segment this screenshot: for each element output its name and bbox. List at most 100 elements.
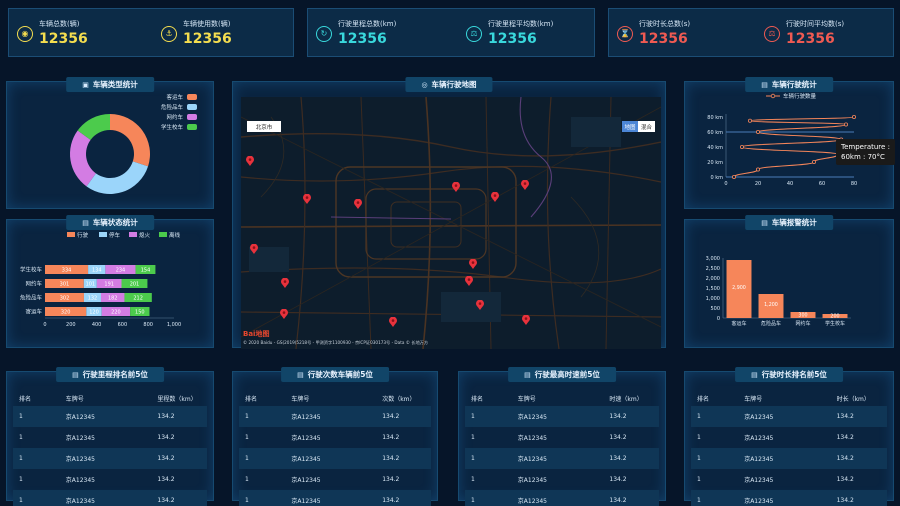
- alarm-bar[interactable]: [758, 294, 784, 318]
- bar-value-label: 200: [830, 314, 839, 320]
- vehicle-status-panel: ▤ 车辆状态统计 行驶 停车 熄火 离线 寄运车 320 120 220 150 危险品车 302…: [6, 215, 214, 348]
- x-tick-label: 20: [755, 181, 761, 187]
- table-row[interactable]: 1 京A12345 134.2: [239, 469, 431, 490]
- trips-data-point[interactable]: [748, 118, 753, 123]
- table-row[interactable]: 1 京A12345 134.2: [13, 427, 207, 448]
- table-row[interactable]: 1 京A12345 134.2: [13, 406, 207, 427]
- table-row[interactable]: 1 京A12345 134.2: [465, 490, 659, 506]
- vehicle-marker[interactable]: [521, 175, 529, 190]
- legend-swatch[interactable]: [129, 232, 137, 237]
- vehicle-marker[interactable]: [522, 310, 530, 325]
- table-row[interactable]: 1 京A12345 134.2: [239, 448, 431, 469]
- trips-chart: 车辆行驶数量 0 km 20 km 40 km 60 km 80 km 0 20 40 60 80: [707, 92, 857, 187]
- trips-title: 车辆行驶统计: [771, 80, 817, 89]
- trips-data-point[interactable]: [756, 130, 761, 135]
- table-row[interactable]: 1 京A12345 134.2: [239, 427, 431, 448]
- map-panel: ◎ 车辆行驶地图: [232, 77, 666, 349]
- trips-data-point[interactable]: [843, 122, 848, 127]
- status-bar-segment[interactable]: [88, 265, 106, 274]
- stats-group-duration: ⌛ 行驶时长总数(s) 12356 ⚖ 行驶时间平均数(s) 12356: [608, 8, 894, 57]
- status-bar-segment[interactable]: [83, 293, 101, 302]
- legend-swatch[interactable]: [187, 114, 197, 120]
- city-label[interactable]: 北京市: [247, 121, 281, 132]
- header-cell: 排名: [697, 395, 710, 403]
- trips-data-point[interactable]: [756, 167, 761, 172]
- map-canvas[interactable]: 北京市 地图 混合 Bai地图 © 2020 Baidu - GS(2019)5…: [241, 97, 661, 349]
- stat-label: 车辆总数(辆): [39, 20, 80, 28]
- table-row[interactable]: 1 京A12345 134.2: [465, 406, 659, 427]
- legend-swatch[interactable]: [187, 124, 197, 130]
- donut-slice-4[interactable]: [77, 114, 110, 140]
- status-bar-segment[interactable]: [121, 279, 148, 288]
- status-bar-segment[interactable]: [105, 265, 136, 274]
- table-cell: 1: [697, 434, 701, 441]
- donut-slice-2[interactable]: [86, 161, 149, 194]
- status-bar-segment[interactable]: [100, 293, 125, 302]
- table-row[interactable]: 1 京A12345 134.2: [691, 490, 887, 506]
- legend-swatch[interactable]: [159, 232, 167, 237]
- trips-data-point[interactable]: [851, 115, 856, 120]
- tooltip-value: 60km : 70°C: [841, 153, 885, 161]
- alarm-bar[interactable]: [790, 312, 816, 318]
- vehicle-marker[interactable]: [491, 187, 499, 202]
- donut-slice-3[interactable]: [70, 130, 96, 187]
- status-bar-segment[interactable]: [45, 293, 84, 302]
- trips-data-point[interactable]: [732, 175, 737, 180]
- legend-swatch[interactable]: [187, 94, 197, 100]
- vehicle-marker[interactable]: [476, 295, 484, 310]
- table-row[interactable]: 1 京A12345 134.2: [465, 448, 659, 469]
- table-cell: 1: [19, 497, 23, 504]
- map-type-button[interactable]: 地图: [622, 121, 638, 132]
- vehicle-marker[interactable]: [469, 254, 477, 269]
- vehicle-marker[interactable]: [280, 304, 288, 319]
- duration-rank-panel: ▤ 行驶时长排名前5位 排名 车牌号 时长（km） 1 京A12345 134.2 1 京A1…: [684, 367, 894, 506]
- table-row[interactable]: 1 京A12345 134.2: [691, 469, 887, 490]
- status-bar-segment[interactable]: [124, 293, 152, 302]
- bar-chart-icon: ▤: [524, 370, 531, 379]
- status-bar-segment[interactable]: [45, 307, 87, 316]
- status-bar-segment[interactable]: [130, 307, 150, 316]
- table-cell: 134.2: [382, 413, 400, 420]
- status-bar-segment[interactable]: [96, 279, 122, 288]
- status-bar-segment[interactable]: [45, 279, 84, 288]
- trips-data-point[interactable]: [740, 145, 745, 150]
- table-row[interactable]: 1 京A12345 134.2: [465, 469, 659, 490]
- donut-slice-1[interactable]: [110, 114, 150, 167]
- vehicle-marker[interactable]: [250, 239, 258, 254]
- table-row[interactable]: 1 京A12345 134.2: [239, 490, 431, 506]
- vehicle-marker[interactable]: [452, 177, 460, 192]
- table-row[interactable]: 1 京A12345 134.2: [691, 406, 887, 427]
- header-cell: 次数（km）: [382, 395, 416, 403]
- table-row[interactable]: 1 京A12345 134.2: [13, 469, 207, 490]
- x-tick-label: 600: [118, 322, 128, 328]
- vehicle-marker[interactable]: [246, 151, 254, 166]
- legend-swatch[interactable]: [99, 232, 107, 237]
- table-cell: 京A12345: [517, 498, 547, 505]
- vehicle-marker[interactable]: [303, 189, 311, 204]
- status-bar-segment[interactable]: [101, 307, 131, 316]
- legend-swatch[interactable]: [187, 104, 197, 110]
- status-bar-segment[interactable]: [86, 307, 102, 316]
- trips-data-point[interactable]: [812, 160, 817, 165]
- alarm-bar[interactable]: [822, 314, 848, 318]
- x-tick-label: 60: [819, 181, 825, 187]
- table-row[interactable]: 1 京A12345 134.2: [691, 448, 887, 469]
- vehicle-marker[interactable]: [389, 312, 397, 327]
- hybrid-type-button[interactable]: 混合: [638, 121, 655, 132]
- table-cell: 134.2: [157, 413, 175, 420]
- table-row[interactable]: 1 京A12345 134.2: [13, 490, 207, 506]
- status-bar-segment[interactable]: [135, 265, 156, 274]
- table-row[interactable]: 1 京A12345 134.2: [691, 427, 887, 448]
- table-row[interactable]: 1 京A12345 134.2: [465, 427, 659, 448]
- vehicle-marker[interactable]: [281, 273, 289, 288]
- table-row[interactable]: 1 京A12345 134.2: [13, 448, 207, 469]
- status-bar-segment[interactable]: [83, 279, 97, 288]
- status-bar-segment[interactable]: [45, 265, 89, 274]
- table-row[interactable]: 1 京A12345 134.2: [239, 406, 431, 427]
- table-cell: 京A12345: [744, 456, 774, 463]
- vehicle-marker[interactable]: [354, 194, 362, 209]
- vehicle-marker[interactable]: [465, 271, 473, 286]
- legend-swatch[interactable]: [67, 232, 75, 237]
- bar-value-label: 101: [86, 282, 96, 288]
- alarm-bar[interactable]: [726, 260, 752, 318]
